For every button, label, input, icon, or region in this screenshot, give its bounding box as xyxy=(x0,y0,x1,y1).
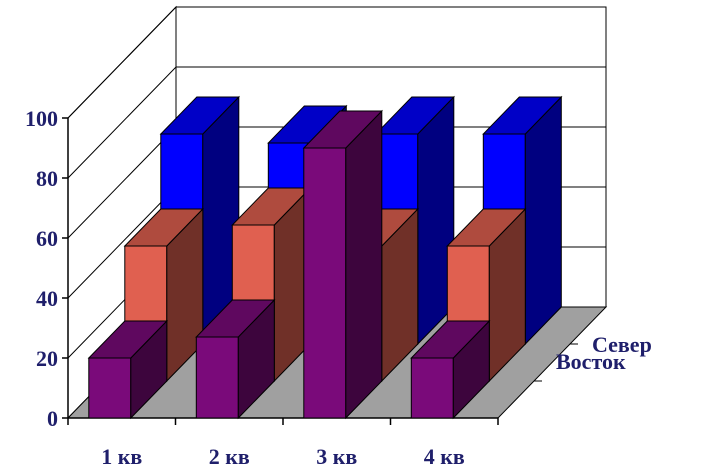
bar xyxy=(410,319,491,420)
x-tick-label: 2 кв xyxy=(209,444,250,469)
bar-top xyxy=(374,96,455,135)
bar-top xyxy=(410,320,491,359)
bar-top xyxy=(302,110,383,149)
y-axis-ticks: 0 20 40 60 80 100 xyxy=(25,106,69,431)
x-tick-label: 1 кв xyxy=(101,444,142,469)
bar-top xyxy=(482,96,563,135)
y-tick-label: 40 xyxy=(36,286,58,311)
y-tick-label: 60 xyxy=(36,226,58,251)
bar-front xyxy=(410,357,454,419)
y-tick-label: 0 xyxy=(47,406,58,431)
bar-top xyxy=(87,320,168,359)
y-tick-label: 80 xyxy=(36,166,58,191)
chart-bars xyxy=(87,95,563,420)
bar-top xyxy=(446,208,527,247)
bar-top xyxy=(267,105,348,144)
bar xyxy=(302,109,383,420)
bar xyxy=(87,319,168,420)
gridline xyxy=(67,66,606,179)
bar-top xyxy=(195,299,276,338)
x-tick-label: 3 кв xyxy=(316,444,357,469)
gridline xyxy=(67,6,606,119)
series-label: Восток xyxy=(556,349,626,374)
x-tick-label: 4 кв xyxy=(424,444,465,469)
y-tick-label: 100 xyxy=(25,106,58,131)
bar-front xyxy=(88,357,132,419)
y-tick-label: 20 xyxy=(36,346,58,371)
bar-side xyxy=(345,109,383,420)
bar-top xyxy=(123,208,204,247)
bar-top xyxy=(159,96,240,135)
bar-front xyxy=(303,147,347,419)
bar xyxy=(195,298,276,420)
series-label: Север xyxy=(592,332,652,357)
bar-front xyxy=(195,336,239,419)
bar-side xyxy=(524,95,562,346)
x-axis-ticks: 1 кв 2 кв 3 кв 4 кв xyxy=(67,418,499,469)
